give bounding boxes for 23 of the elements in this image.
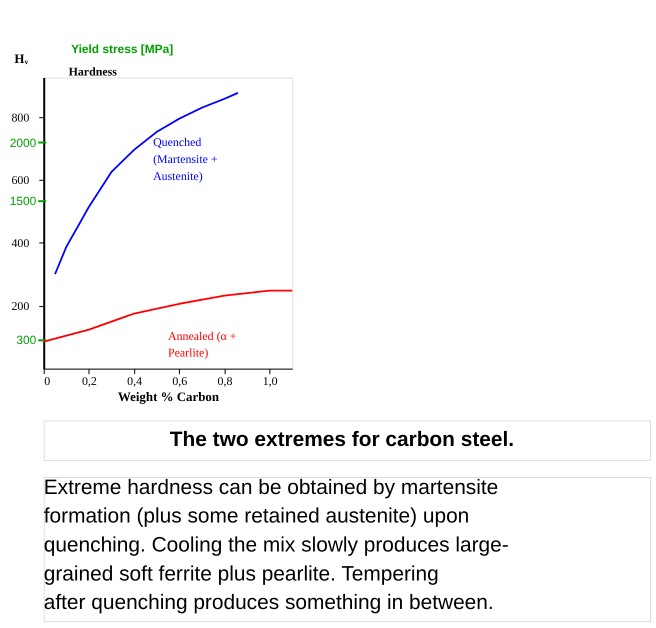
x-tick-label: 0,4 bbox=[127, 374, 142, 388]
y-tick-label: 600 bbox=[11, 173, 30, 188]
text: The two extremes for carbon steel. bbox=[170, 428, 514, 452]
x-tick-label: 1,0 bbox=[262, 374, 278, 388]
y2-tick-label: 2000 bbox=[10, 136, 37, 150]
line-series bbox=[42, 290, 294, 342]
x-tick-label: 0,2 bbox=[82, 374, 97, 388]
y2-tick-label: 1500 bbox=[10, 194, 37, 208]
y-tick-label: 800 bbox=[11, 110, 30, 124]
y-tick-label: 200 bbox=[11, 299, 30, 314]
text: Extreme hardness can be obtained by martensite formation (plus some retained austenite) upon quenching. Cooling the mix slowly produces large-grained soft ferrite plus pearlite. Tempering after quenching produces something in between. bbox=[44, 476, 509, 614]
annotation: Hardness bbox=[68, 64, 118, 78]
series-label: Quenched (Martensite + Austenite) bbox=[153, 135, 218, 183]
x-tick-label: 0 bbox=[44, 374, 50, 388]
y2-tick-label: 300 bbox=[16, 333, 37, 348]
y-axis-title: Hᵥ bbox=[14, 51, 28, 66]
x-axis-title: Weight % Carbon bbox=[118, 388, 220, 404]
x-tick-label: 0,6 bbox=[172, 374, 188, 388]
y-tick-label: 400 bbox=[11, 236, 30, 250]
line-series bbox=[54, 92, 239, 276]
x-tick-label: 0,8 bbox=[218, 374, 232, 388]
series-label: Annealed (α + Pearlite) bbox=[168, 328, 237, 360]
y2-axis-title: Yield stress [MPa] bbox=[71, 42, 174, 56]
